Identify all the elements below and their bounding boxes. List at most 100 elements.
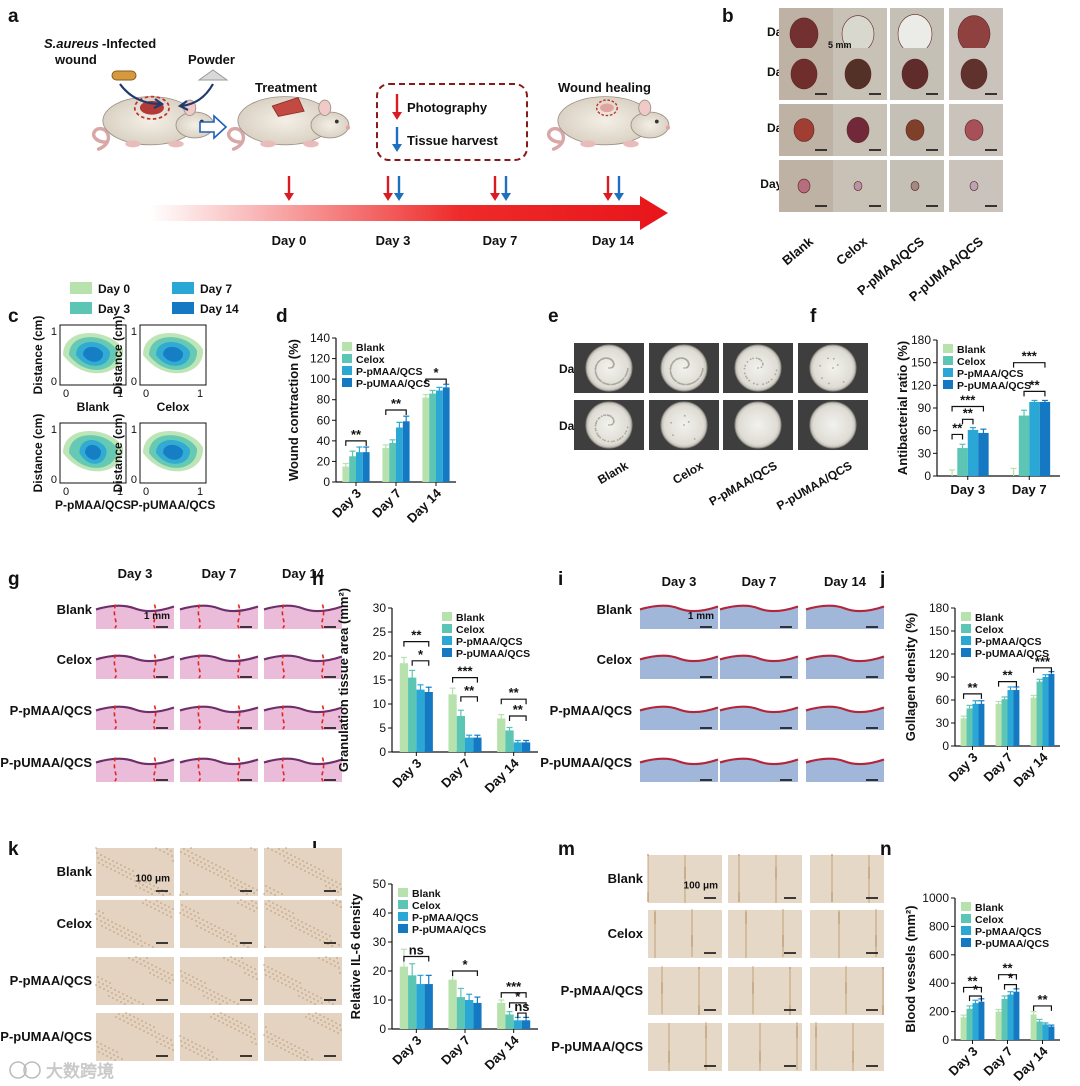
stain-dot (265, 1026, 267, 1028)
stain-dot (789, 999, 791, 1001)
stain-dot (183, 1037, 185, 1039)
stain-dot (236, 945, 238, 947)
row-group: Blank (57, 602, 93, 617)
stain-dot (216, 1058, 218, 1060)
legend-label: Celox (412, 900, 441, 912)
y-tick-label: 30 (373, 935, 387, 949)
stain-dot (325, 1026, 327, 1028)
legend-label: P-pMAA/QCS (356, 366, 423, 378)
stain-dot (278, 848, 280, 850)
stain-dot (295, 927, 297, 929)
stain-dot (317, 929, 319, 931)
stain-dot (815, 1024, 817, 1026)
bar-P-pUMAA/QCS (1048, 1026, 1055, 1040)
stain-dot (263, 893, 265, 895)
stain-dot (647, 886, 649, 888)
axis-label: Distance (cm) (31, 414, 45, 493)
stain-dot (147, 1032, 149, 1034)
legend-swatch (442, 648, 452, 657)
stain-dot (146, 1027, 148, 1029)
stain-dot (782, 949, 784, 951)
stain-dot (302, 997, 304, 999)
x-tick-label: Day 14 (1010, 749, 1051, 790)
stain-dot (315, 1012, 317, 1014)
stain-dot (294, 1045, 296, 1047)
stain-dot (307, 867, 309, 869)
y-tick-label: 120 (911, 378, 931, 392)
significance-bracket (451, 970, 479, 976)
stain-dot (654, 942, 656, 944)
stain-dot (654, 950, 656, 952)
stain-dot (759, 1067, 761, 1069)
y-axis-title: Relative IL-6 density (348, 893, 363, 1019)
stain-dot (298, 1047, 300, 1049)
stain-dot (329, 887, 331, 889)
stain-dot (759, 1027, 761, 1029)
colony (681, 383, 684, 386)
stain-dot (752, 998, 754, 1000)
stain-dot (172, 908, 174, 910)
plate-column-group: P-pMAA/QCS (707, 458, 780, 508)
epidermis (179, 654, 259, 663)
significance-label: * (462, 957, 468, 972)
stain-dot (738, 882, 740, 884)
stain-dot (661, 996, 663, 998)
stain-dot (110, 987, 112, 989)
stain-dot (654, 934, 656, 936)
stain-dot (187, 1039, 189, 1041)
bar-Celox (1001, 699, 1008, 746)
stain-dot (207, 1049, 209, 1051)
stain-dot (306, 862, 308, 864)
stain-dot (276, 1045, 278, 1047)
colony (611, 360, 614, 362)
epidermis (639, 604, 719, 613)
stain-dot (775, 865, 777, 867)
colony (610, 415, 612, 418)
stain-dot (668, 1043, 670, 1045)
stain-dot (109, 863, 111, 865)
stain-dot (738, 888, 740, 890)
contour-level (163, 346, 184, 362)
epidermis (95, 654, 175, 663)
stain-dot (298, 858, 300, 860)
stain-dot (738, 862, 740, 864)
colony (743, 372, 746, 375)
stain-dot (200, 980, 202, 982)
stain-dot (181, 975, 183, 977)
ihc-stain (180, 900, 258, 948)
stain-dot (256, 907, 258, 909)
y-tick-label: 600 (929, 948, 949, 962)
stain-dot (340, 888, 342, 890)
stain-dot (292, 912, 294, 914)
stain-dot (852, 1051, 854, 1053)
rat-foot (623, 140, 639, 148)
stain-dot (882, 1007, 884, 1009)
bar-P-pUMAA/QCS (442, 387, 450, 482)
stain-dot (181, 1045, 183, 1047)
stain-dot (172, 860, 174, 862)
stain-dot (217, 1015, 219, 1017)
colony (604, 414, 607, 417)
stain-dot (194, 986, 196, 988)
rat-foot (580, 140, 596, 148)
stain-dot (285, 913, 287, 915)
stain-dot (831, 884, 833, 886)
stain-dot (875, 917, 877, 919)
stain-dot (738, 864, 740, 866)
stain-dot (183, 914, 185, 916)
wound-margin (197, 757, 202, 782)
stain-dot (789, 1007, 791, 1009)
wound-outline (595, 99, 618, 117)
stain-dot (290, 1043, 292, 1045)
tick-label: 0 (51, 376, 57, 388)
stain-dot (691, 941, 693, 943)
stain-dot (324, 1021, 326, 1023)
stain-dot (276, 904, 278, 906)
stain-dot (229, 999, 231, 1001)
colony (678, 382, 681, 385)
bar-Blank (1030, 697, 1037, 746)
stain-dot (752, 1000, 754, 1002)
stain-dot (276, 975, 278, 977)
stain-dot (705, 1044, 707, 1046)
stain-dot (135, 885, 137, 887)
